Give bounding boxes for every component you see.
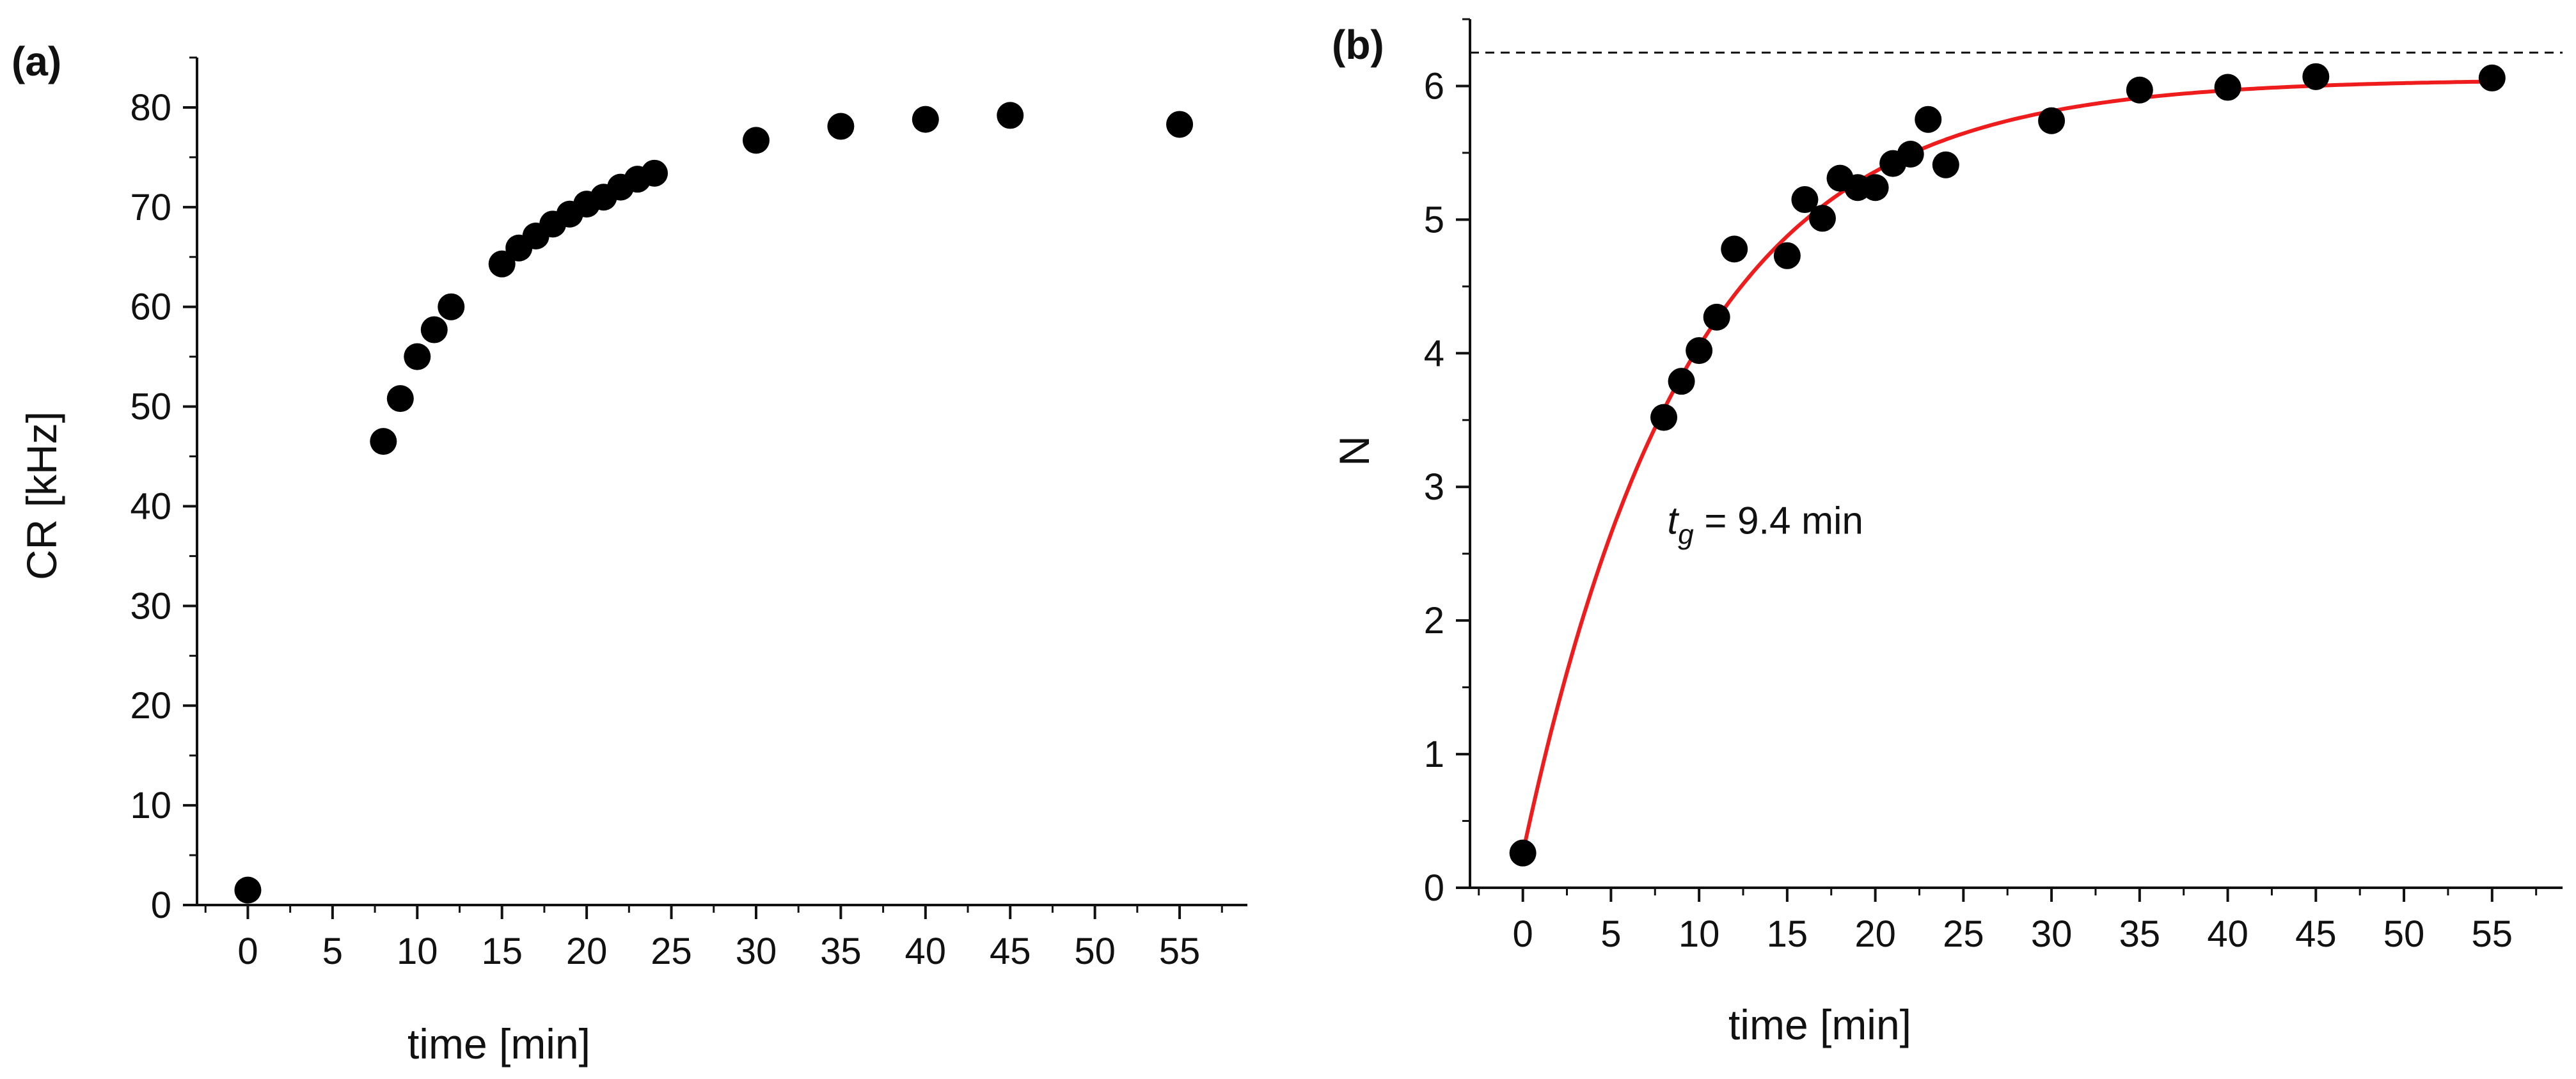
y-tick-label: 10 — [130, 785, 171, 826]
data-point — [1668, 368, 1695, 395]
panel-a-y-tick-labels: 0 10 20 30 40 50 60 70 80 — [130, 87, 171, 926]
x-tick-label: 35 — [820, 931, 862, 972]
y-tick-label: 6 — [1424, 65, 1444, 107]
x-tick-label: 5 — [322, 931, 343, 972]
y-tick-label: 80 — [130, 87, 171, 129]
x-tick-label: 0 — [237, 931, 258, 972]
x-tick-label: 20 — [566, 931, 608, 972]
data-point — [2478, 64, 2506, 91]
y-tick-label: 0 — [1424, 867, 1444, 909]
x-tick-label: 45 — [2295, 913, 2337, 955]
x-tick-label: 15 — [481, 931, 523, 972]
x-tick-label: 55 — [2472, 913, 2513, 955]
data-point — [386, 385, 414, 413]
data-point — [997, 102, 1024, 129]
x-tick-label: 10 — [1679, 913, 1720, 955]
data-point — [370, 428, 397, 455]
y-tick-label: 40 — [130, 485, 171, 527]
panel-b-y-tick-labels: 0 1 2 3 4 5 6 — [1424, 65, 1444, 909]
panel-b-y-axis-title: N — [1331, 436, 1378, 466]
data-point — [2038, 107, 2066, 134]
panel-a-x-tick-labels: 0 5 10 15 20 25 30 35 40 45 50 55 — [237, 931, 1200, 972]
annotation-text: = 9.4 min — [1694, 499, 1863, 542]
data-point — [234, 876, 262, 904]
panel-b-annotation: tg = 9.4 min — [1668, 499, 1863, 550]
panel-b-label: (b) — [1332, 22, 1384, 68]
x-tick-label: 50 — [1074, 931, 1116, 972]
panel-b-fit-curve — [1521, 79, 2492, 854]
data-point — [2302, 63, 2330, 90]
x-tick-label: 5 — [1600, 913, 1621, 955]
x-tick-label: 25 — [1943, 913, 1984, 955]
x-tick-label: 25 — [651, 931, 692, 972]
data-point — [1808, 205, 1836, 232]
y-tick-label: 30 — [130, 585, 171, 627]
x-tick-label: 15 — [1767, 913, 1808, 955]
x-tick-label: 40 — [2207, 913, 2248, 955]
panel-b-x-axis-title: time [min] — [1728, 1001, 1911, 1048]
y-tick-label: 3 — [1424, 466, 1444, 508]
panel-a-y-axis-title: CR [kHz] — [18, 411, 65, 580]
data-point — [1703, 303, 1730, 331]
x-tick-label: 40 — [905, 931, 947, 972]
panel-b-data-points — [1509, 63, 2506, 867]
y-tick-label: 5 — [1424, 199, 1444, 240]
data-point — [1861, 174, 1889, 201]
panel-a-axes — [183, 56, 1247, 919]
x-tick-label: 0 — [1513, 913, 1533, 955]
x-tick-label: 35 — [2119, 913, 2161, 955]
annotation-symbol: t — [1668, 499, 1680, 542]
x-tick-label: 30 — [736, 931, 777, 972]
panel-a-scatter-chart: (a) 0 10 20 30 40 50 60 70 80 0 5 10 15 20 25 30 35 40 45… — [12, 38, 1247, 1067]
x-tick-label: 30 — [2031, 913, 2073, 955]
y-tick-label: 50 — [130, 386, 171, 428]
data-point — [1791, 186, 1819, 214]
y-tick-label: 2 — [1424, 600, 1444, 642]
y-tick-label: 60 — [130, 287, 171, 328]
data-point — [404, 343, 431, 370]
y-tick-label: 20 — [130, 685, 171, 727]
data-point — [488, 250, 516, 278]
data-point — [1166, 111, 1194, 138]
data-point — [1686, 337, 1713, 365]
data-point — [1650, 404, 1678, 431]
x-tick-label: 55 — [1159, 931, 1201, 972]
panel-a-data-points — [234, 102, 1194, 904]
x-tick-label: 20 — [1854, 913, 1896, 955]
data-point — [2126, 76, 2153, 104]
data-point — [742, 127, 770, 154]
data-point — [1721, 235, 1748, 263]
x-tick-label: 45 — [990, 931, 1031, 972]
data-point — [2214, 74, 2241, 101]
annotation-subscript: g — [1678, 519, 1694, 550]
data-point — [1932, 151, 1959, 178]
data-point — [1897, 141, 1924, 168]
y-tick-label: 70 — [130, 187, 171, 228]
data-point — [641, 159, 668, 187]
data-point — [1773, 242, 1801, 269]
y-tick-label: 0 — [151, 885, 171, 926]
data-point — [1509, 839, 1537, 867]
y-tick-label: 1 — [1424, 734, 1444, 775]
panel-b-x-tick-labels: 0 5 10 15 20 25 30 35 40 45 50 55 — [1513, 913, 2513, 955]
panel-a-x-axis-title: time [min] — [407, 1020, 590, 1067]
x-tick-label: 10 — [397, 931, 438, 972]
data-point — [912, 106, 939, 133]
data-point — [438, 293, 465, 320]
panel-a-label: (a) — [12, 38, 61, 84]
x-tick-label: 50 — [2383, 913, 2425, 955]
data-point — [420, 316, 448, 343]
data-point — [1915, 106, 1942, 133]
y-tick-label: 4 — [1424, 333, 1444, 374]
panel-b-axes — [1456, 18, 2563, 902]
data-point — [827, 113, 855, 140]
